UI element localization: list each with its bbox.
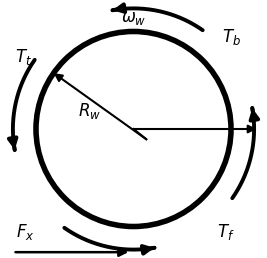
Text: $R_w$: $R_w$	[78, 101, 101, 121]
Text: $F_x$: $F_x$	[17, 222, 35, 242]
Text: $\omega_w$: $\omega_w$	[121, 10, 146, 27]
Text: $T_t$: $T_t$	[15, 47, 32, 67]
Text: $T_b$: $T_b$	[222, 27, 241, 47]
Text: $T_f$: $T_f$	[217, 222, 235, 242]
